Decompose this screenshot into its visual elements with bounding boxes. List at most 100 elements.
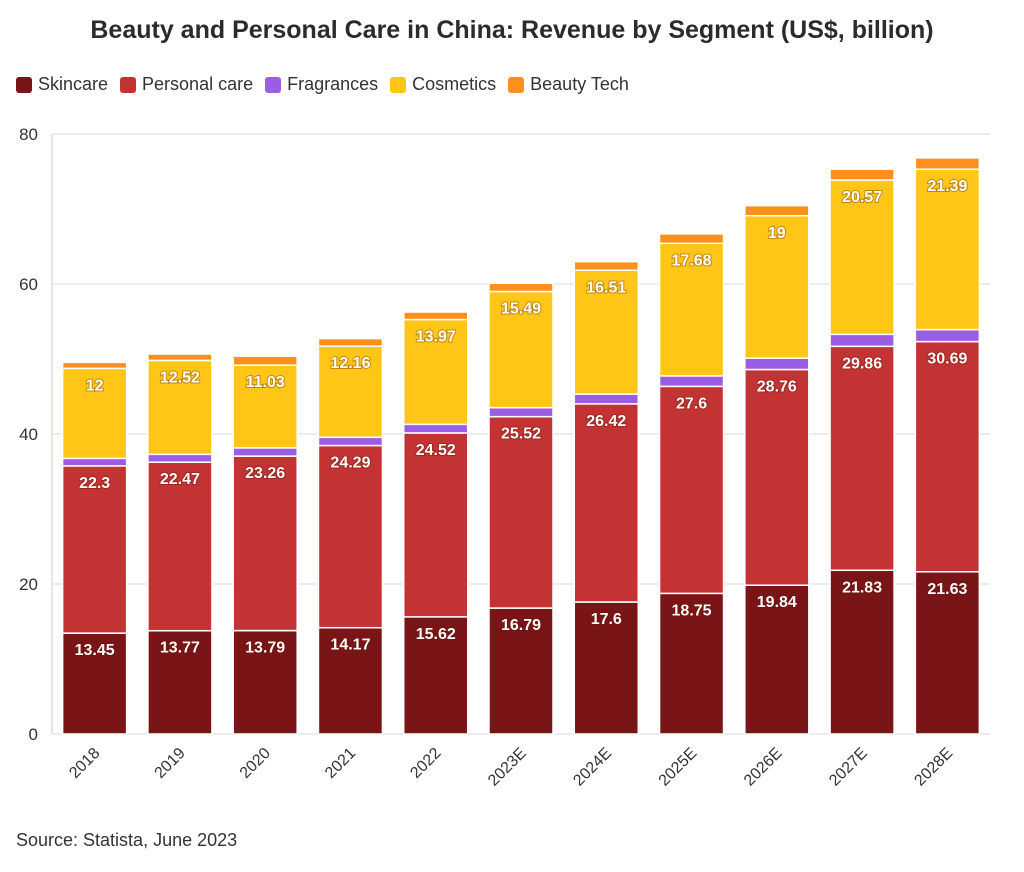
legend-item[interactable]: Cosmetics [390, 74, 496, 95]
bar-segment[interactable] [829, 179, 895, 336]
bar-segment[interactable] [402, 616, 469, 735]
bar-segment[interactable] [61, 632, 128, 735]
bar-segment[interactable] [147, 453, 213, 463]
bar-segment[interactable] [658, 233, 725, 245]
data-label: 11.03 [246, 374, 285, 391]
data-label: 12 [86, 377, 104, 394]
x-tick-label: 2024E [570, 745, 615, 790]
bar-segment[interactable] [573, 269, 640, 395]
legend-label: Beauty Tech [530, 74, 629, 94]
data-label: 24.52 [416, 442, 456, 459]
bar-segment[interactable] [232, 355, 298, 366]
y-tick-label: 80 [19, 125, 38, 144]
bar-segment[interactable] [573, 601, 640, 735]
x-tick-label: 2022 [407, 745, 444, 782]
data-label: 19.84 [757, 594, 797, 611]
data-label: 21.39 [927, 178, 967, 195]
bar-segment[interactable] [914, 340, 981, 573]
y-tick-label: 20 [19, 575, 38, 594]
bar-segment[interactable] [488, 415, 554, 609]
bar-segment[interactable] [488, 406, 554, 418]
data-label: 23.26 [245, 465, 285, 482]
legend: Skincare Personal care Fragrances Cosmetics… [16, 74, 629, 95]
bar-segment[interactable] [402, 311, 469, 321]
data-label: 22.47 [160, 471, 200, 488]
legend-swatch [16, 76, 32, 93]
legend-swatch [508, 76, 525, 93]
data-label: 18.75 [672, 602, 712, 619]
bar-segment[interactable] [147, 629, 213, 735]
data-label: 15.62 [416, 626, 456, 643]
data-label: 17.68 [672, 252, 712, 269]
bar-segment[interactable] [61, 465, 128, 634]
bar-segment[interactable] [914, 157, 981, 170]
bar-segment[interactable] [488, 290, 554, 409]
data-label: 16.79 [501, 617, 541, 634]
bar-segment[interactable] [829, 569, 895, 735]
bar-segment[interactable] [317, 337, 384, 347]
bar-segment[interactable] [829, 333, 895, 348]
legend-item[interactable]: Skincare [16, 74, 108, 95]
data-label: 30.69 [927, 351, 967, 368]
bar-segment[interactable] [744, 584, 810, 735]
bar-segment[interactable] [232, 364, 298, 449]
bar-segment[interactable] [488, 607, 554, 735]
data-label: 19 [768, 225, 786, 242]
bar-segment[interactable] [232, 447, 298, 457]
bar-segment[interactable] [402, 318, 469, 426]
x-tick-label: 2021 [322, 745, 359, 782]
legend-label: Fragrances [287, 74, 379, 94]
bar-segment[interactable] [232, 455, 298, 632]
bar-segment[interactable] [744, 204, 810, 217]
bar-segment[interactable] [61, 457, 128, 467]
x-tick-label: 2025E [656, 745, 701, 790]
bar-segment[interactable] [829, 345, 895, 572]
bar-segment[interactable] [914, 571, 981, 735]
data-label: 13.97 [416, 329, 456, 346]
legend-item[interactable]: Fragrances [265, 74, 378, 95]
bar-segment[interactable] [488, 282, 554, 293]
bar-segment[interactable] [147, 359, 213, 456]
data-label: 13.77 [160, 640, 200, 657]
bar-segment[interactable] [147, 353, 213, 362]
bar-segment[interactable] [658, 375, 725, 388]
bar-segment[interactable] [61, 361, 128, 370]
legend-item[interactable]: Beauty Tech [508, 74, 629, 95]
bar-segment[interactable] [573, 403, 640, 603]
legend-swatch [390, 76, 407, 93]
data-label: 21.63 [927, 581, 967, 598]
y-tick-label: 0 [29, 725, 38, 744]
bar-segment[interactable] [658, 592, 725, 735]
data-label: 29.86 [842, 355, 882, 372]
y-tick-label: 40 [19, 425, 38, 444]
bar-segment[interactable] [829, 168, 895, 181]
x-tick-label: 2026E [741, 745, 786, 790]
data-label: 24.29 [330, 455, 370, 472]
bar-segment[interactable] [317, 436, 384, 447]
bar-segment[interactable] [744, 357, 810, 371]
data-label: 20.57 [842, 189, 882, 206]
bar-segment[interactable] [914, 328, 981, 343]
legend-swatch [265, 76, 282, 93]
data-label: 17.6 [591, 611, 622, 628]
bar-segment[interactable] [61, 367, 128, 460]
bar-segment[interactable] [744, 215, 810, 359]
legend-label: Skincare [38, 74, 109, 94]
bar-segment[interactable] [573, 260, 640, 272]
y-tick-label: 60 [19, 275, 38, 294]
x-tick-label: 2018 [66, 745, 103, 782]
bar-segment[interactable] [402, 432, 469, 618]
source-note: Source: Statista, June 2023 [16, 830, 238, 850]
bar-segment[interactable] [573, 393, 640, 405]
bar-segment[interactable] [744, 368, 810, 586]
bar-segment[interactable] [317, 345, 384, 439]
bar-segment[interactable] [232, 629, 298, 735]
legend-item[interactable]: Personal care [120, 74, 253, 95]
bar-segment[interactable] [402, 423, 469, 434]
bar-segment[interactable] [658, 385, 725, 595]
legend-swatch [120, 76, 137, 93]
x-tick-label: 2019 [152, 745, 189, 782]
bar-segment[interactable] [317, 444, 384, 629]
